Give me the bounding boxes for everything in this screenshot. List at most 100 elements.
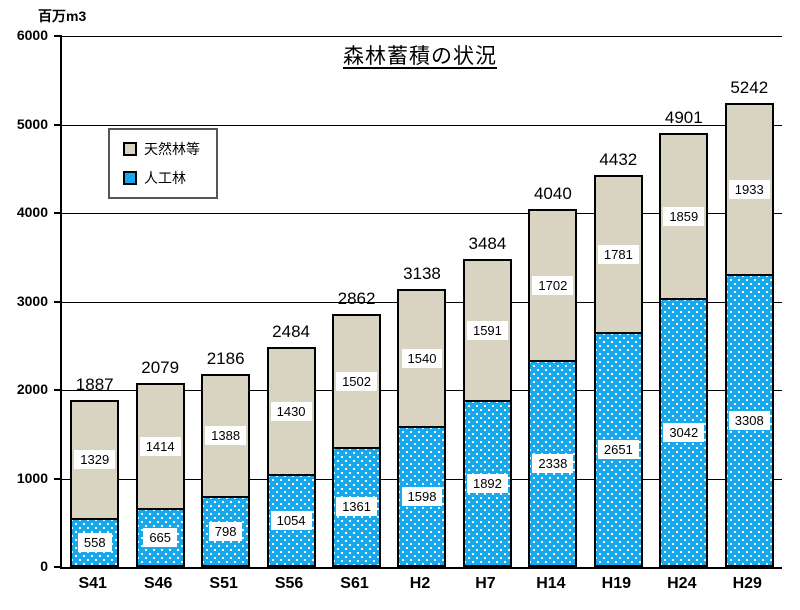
x-axis-category-labels: S41 S46 S51 S56 S61 H2 H7 H14 H19 H24 H29 xyxy=(60,575,780,593)
bar-segment-natural-forest: 1388 xyxy=(201,373,251,497)
x-axis-category-label: S46 xyxy=(143,575,173,592)
bar-total-label: 3484 xyxy=(468,233,507,253)
bar-segment-planted-forest: 558 xyxy=(70,517,120,567)
legend-item: 人工林 xyxy=(123,168,200,188)
segment-value-label: 558 xyxy=(77,532,112,552)
legend-box: 天然林等 人工林 xyxy=(108,128,218,199)
segment-value-label: 1414 xyxy=(139,437,181,457)
x-axis-category-label: H24 xyxy=(667,575,697,592)
segment-value-label: 1388 xyxy=(205,426,247,446)
segment-value-label: 1892 xyxy=(466,473,508,493)
plot-area: 1887 1329 558 2079 1414 665 2186 1388 798 2484 143… xyxy=(54,35,782,569)
y-axis-tick-label: 5000 xyxy=(16,115,48,132)
segment-value-label: 1540 xyxy=(401,348,443,368)
bar-slot: 2186 1388 798 xyxy=(193,36,258,567)
y-axis-tick xyxy=(54,35,62,37)
bar-segment-natural-forest: 1540 xyxy=(397,289,447,426)
segment-value-label: 1502 xyxy=(336,371,377,391)
bar-total-label: 4040 xyxy=(533,184,572,204)
y-axis-tick-label: 0 xyxy=(40,558,48,574)
y-axis-tick xyxy=(54,300,62,303)
bar-segment-natural-forest: 1702 xyxy=(528,209,578,361)
segment-value-label: 1859 xyxy=(663,207,705,227)
segment-value-label: 1591 xyxy=(466,320,508,340)
y-axis-tick xyxy=(54,123,62,126)
x-axis-category-label: S51 xyxy=(209,575,238,592)
bar-total-label: 1887 xyxy=(75,375,114,395)
bar-slot: 2484 1430 1054 xyxy=(258,36,323,567)
segment-value-label: 1781 xyxy=(597,245,639,265)
segment-value-label: 1933 xyxy=(728,180,770,200)
bar-group: 2186 1388 798 xyxy=(201,349,251,567)
bar-segment-natural-forest: 1591 xyxy=(462,258,512,400)
bar-total-label: 2186 xyxy=(206,348,245,368)
bar-segment-natural-forest: 1781 xyxy=(593,174,643,333)
legend-label: 人工林 xyxy=(144,170,186,186)
chart-title: 森林蓄積の状況 xyxy=(343,45,497,68)
y-axis-tick xyxy=(54,477,62,480)
bar-group: 4040 1702 2338 xyxy=(528,184,578,567)
bar-total-label: 2079 xyxy=(141,358,180,378)
y-axis-tick-label: 3000 xyxy=(16,292,48,309)
bar-slot: 4432 1781 2651 xyxy=(586,36,651,567)
gridline xyxy=(62,36,782,37)
segment-value-label: 1430 xyxy=(270,401,312,421)
y-axis-tick-label: 2000 xyxy=(16,381,48,397)
y-axis-tick xyxy=(54,212,62,214)
bar-segment-planted-forest: 3042 xyxy=(659,297,709,567)
segment-value-label: 798 xyxy=(208,522,243,542)
y-axis-tick-label: 1000 xyxy=(16,469,48,486)
bar-segment-planted-forest: 2338 xyxy=(528,360,578,567)
segment-value-label: 2338 xyxy=(532,454,574,474)
bar-slot: 1887 1329 558 xyxy=(62,36,127,567)
bar-segment-planted-forest: 2651 xyxy=(593,332,643,567)
segment-value-label: 1054 xyxy=(270,510,312,530)
bar-group: 5242 1933 3308 xyxy=(724,78,774,567)
bar-total-label: 3138 xyxy=(403,264,441,284)
bar-slot: 5242 1933 3308 xyxy=(717,36,782,567)
bars-container: 1887 1329 558 2079 1414 665 2186 1388 798 2484 143… xyxy=(62,36,782,567)
gridline xyxy=(62,124,782,126)
bar-segment-planted-forest: 1361 xyxy=(332,446,382,567)
x-axis-category-label: H7 xyxy=(475,575,496,592)
y-axis-unit-label: 百万m3 xyxy=(38,8,87,24)
bar-segment-natural-forest: 1414 xyxy=(135,383,185,509)
bar-group: 2484 1430 1054 xyxy=(266,322,316,567)
bar-total-label: 2484 xyxy=(272,322,310,342)
x-axis-category-label: H29 xyxy=(732,575,762,592)
bar-segment-natural-forest: 1502 xyxy=(332,313,382,447)
y-axis-tick-label: 4000 xyxy=(16,204,48,220)
bar-group: 4432 1781 2651 xyxy=(593,150,643,567)
bar-group: 4901 1859 3042 xyxy=(659,108,709,567)
segment-value-label: 665 xyxy=(143,528,178,548)
bar-group: 2079 1414 665 xyxy=(135,358,185,567)
bar-total-label: 4901 xyxy=(664,108,703,128)
x-axis-category-label: S56 xyxy=(274,575,304,592)
bar-segment-natural-forest: 1933 xyxy=(724,103,774,275)
bar-segment-planted-forest: 3308 xyxy=(724,274,774,567)
segment-value-label: 1329 xyxy=(74,450,116,470)
bar-segment-planted-forest: 1054 xyxy=(266,473,316,567)
gridline xyxy=(62,213,782,214)
bar-slot: 3138 1540 1598 xyxy=(389,36,454,567)
y-axis-tick xyxy=(54,566,62,568)
bar-segment-natural-forest: 1329 xyxy=(70,400,120,518)
segment-value-label: 1598 xyxy=(401,486,443,506)
y-axis-tick-label: 6000 xyxy=(16,27,48,43)
bar-segment-natural-forest: 1430 xyxy=(266,347,316,474)
segment-value-label: 3042 xyxy=(663,422,705,442)
bar-group: 3138 1540 1598 xyxy=(397,264,447,567)
bar-segment-natural-forest: 1859 xyxy=(659,133,709,298)
segment-value-label: 2651 xyxy=(597,440,639,460)
bar-total-label: 5242 xyxy=(730,78,769,98)
segment-value-label: 1361 xyxy=(336,497,377,517)
bar-segment-planted-forest: 798 xyxy=(201,496,251,567)
legend-label: 天然林等 xyxy=(144,141,200,157)
y-axis-tick xyxy=(54,389,62,391)
bar-group: 1887 1329 558 xyxy=(70,375,120,567)
bar-total-label: 4432 xyxy=(599,149,638,169)
x-axis-category-label: H19 xyxy=(601,575,632,592)
bar-slot: 2079 1414 665 xyxy=(127,36,192,567)
x-axis-category-label: H2 xyxy=(409,575,431,592)
